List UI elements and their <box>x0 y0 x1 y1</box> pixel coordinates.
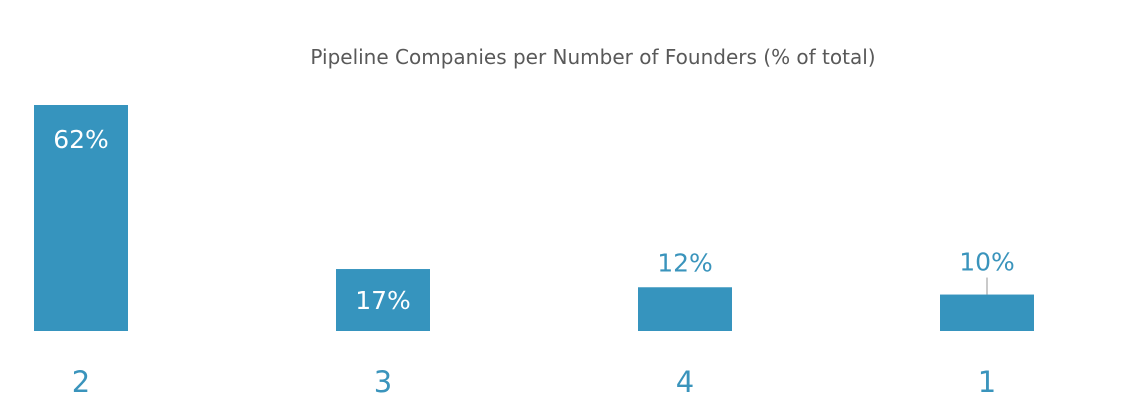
value-label-2: 62% <box>53 125 109 154</box>
value-labels-layer: 62% 17% 12% 10% <box>53 125 1015 315</box>
category-label-4: 4 <box>676 365 694 399</box>
bar-2 <box>34 105 128 331</box>
value-label-1: 10% <box>959 248 1015 277</box>
category-label-2: 2 <box>72 365 90 399</box>
bars-layer <box>34 105 1034 331</box>
category-label-1: 1 <box>978 365 996 399</box>
chart-title: Pipeline Companies per Number of Founder… <box>310 45 875 69</box>
value-label-4: 12% <box>657 248 713 277</box>
value-label-3: 17% <box>355 286 411 315</box>
bar-3 <box>336 269 430 331</box>
category-label-3: 3 <box>374 365 392 399</box>
category-labels-layer: 2 3 4 1 <box>72 365 996 399</box>
bar-1 <box>940 294 1034 331</box>
bar-4 <box>638 287 732 331</box>
